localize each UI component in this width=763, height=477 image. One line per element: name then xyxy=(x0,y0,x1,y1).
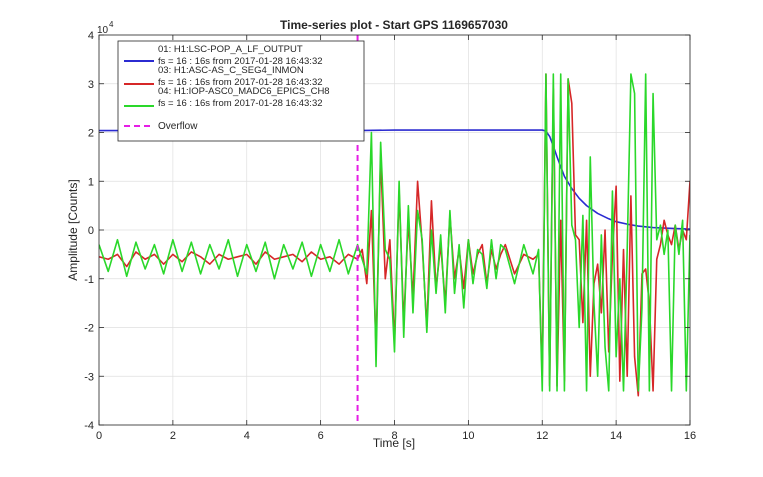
y-tick-label: -4 xyxy=(84,420,94,432)
x-tick-label: 0 xyxy=(96,430,102,442)
x-tick-label: 8 xyxy=(391,430,397,442)
legend-label-overflow: Overflow xyxy=(158,121,198,132)
y-tick-label: -2 xyxy=(84,323,94,335)
y-exponent: 10 4 xyxy=(97,20,114,36)
y-axis-label: Amplitude [Counts] xyxy=(66,179,80,280)
y-tick-label: 4 xyxy=(88,30,94,42)
y-tick-label: 3 xyxy=(88,79,94,91)
y-tick-label: -1 xyxy=(84,274,94,286)
x-tick-label: 16 xyxy=(684,430,696,442)
legend: 01: H1:LSC-POP_A_LF_OUTPUT fs = 16 : 16s… xyxy=(117,40,365,142)
legend-label-series-3: 03: H1:ASC-AS_C_SEG4_INMON xyxy=(158,65,304,76)
y-tick-label: 2 xyxy=(88,128,94,140)
legend-sublabel-series-4: fs = 16 : 16s from 2017-01-28 16:43:32 xyxy=(158,98,323,109)
x-tick-label: 6 xyxy=(318,430,324,442)
legend-label-series-1: 01: H1:LSC-POP_A_LF_OUTPUT xyxy=(158,44,303,55)
x-axis-label: Time [s] xyxy=(373,436,415,450)
y-exponent-power: 4 xyxy=(109,20,114,29)
y-tick-label: 0 xyxy=(88,225,94,237)
legend-label-series-4: 04: H1:IOP-ASC0_MADC6_EPICS_CH8 xyxy=(158,86,330,97)
legend-sublabel-series-1: fs = 16 : 16s from 2017-01-28 16:43:32 xyxy=(158,56,323,67)
y-tick-label: 1 xyxy=(88,176,94,188)
legend-sublabel-series-3: fs = 16 : 16s from 2017-01-28 16:43:32 xyxy=(158,77,323,88)
x-tick-label: 12 xyxy=(536,430,548,442)
x-tick-label: 4 xyxy=(244,430,250,442)
y-exponent-base: 10 xyxy=(97,25,109,36)
x-tick-label: 14 xyxy=(610,430,622,442)
x-tick-label: 10 xyxy=(462,430,474,442)
x-tick-label: 2 xyxy=(170,430,176,442)
chart-title: Time-series plot - Start GPS 1169657030 xyxy=(280,18,508,32)
legend-box xyxy=(117,40,365,142)
series-line-iop-asc0 xyxy=(99,73,690,392)
y-tick-label: -3 xyxy=(84,371,94,383)
